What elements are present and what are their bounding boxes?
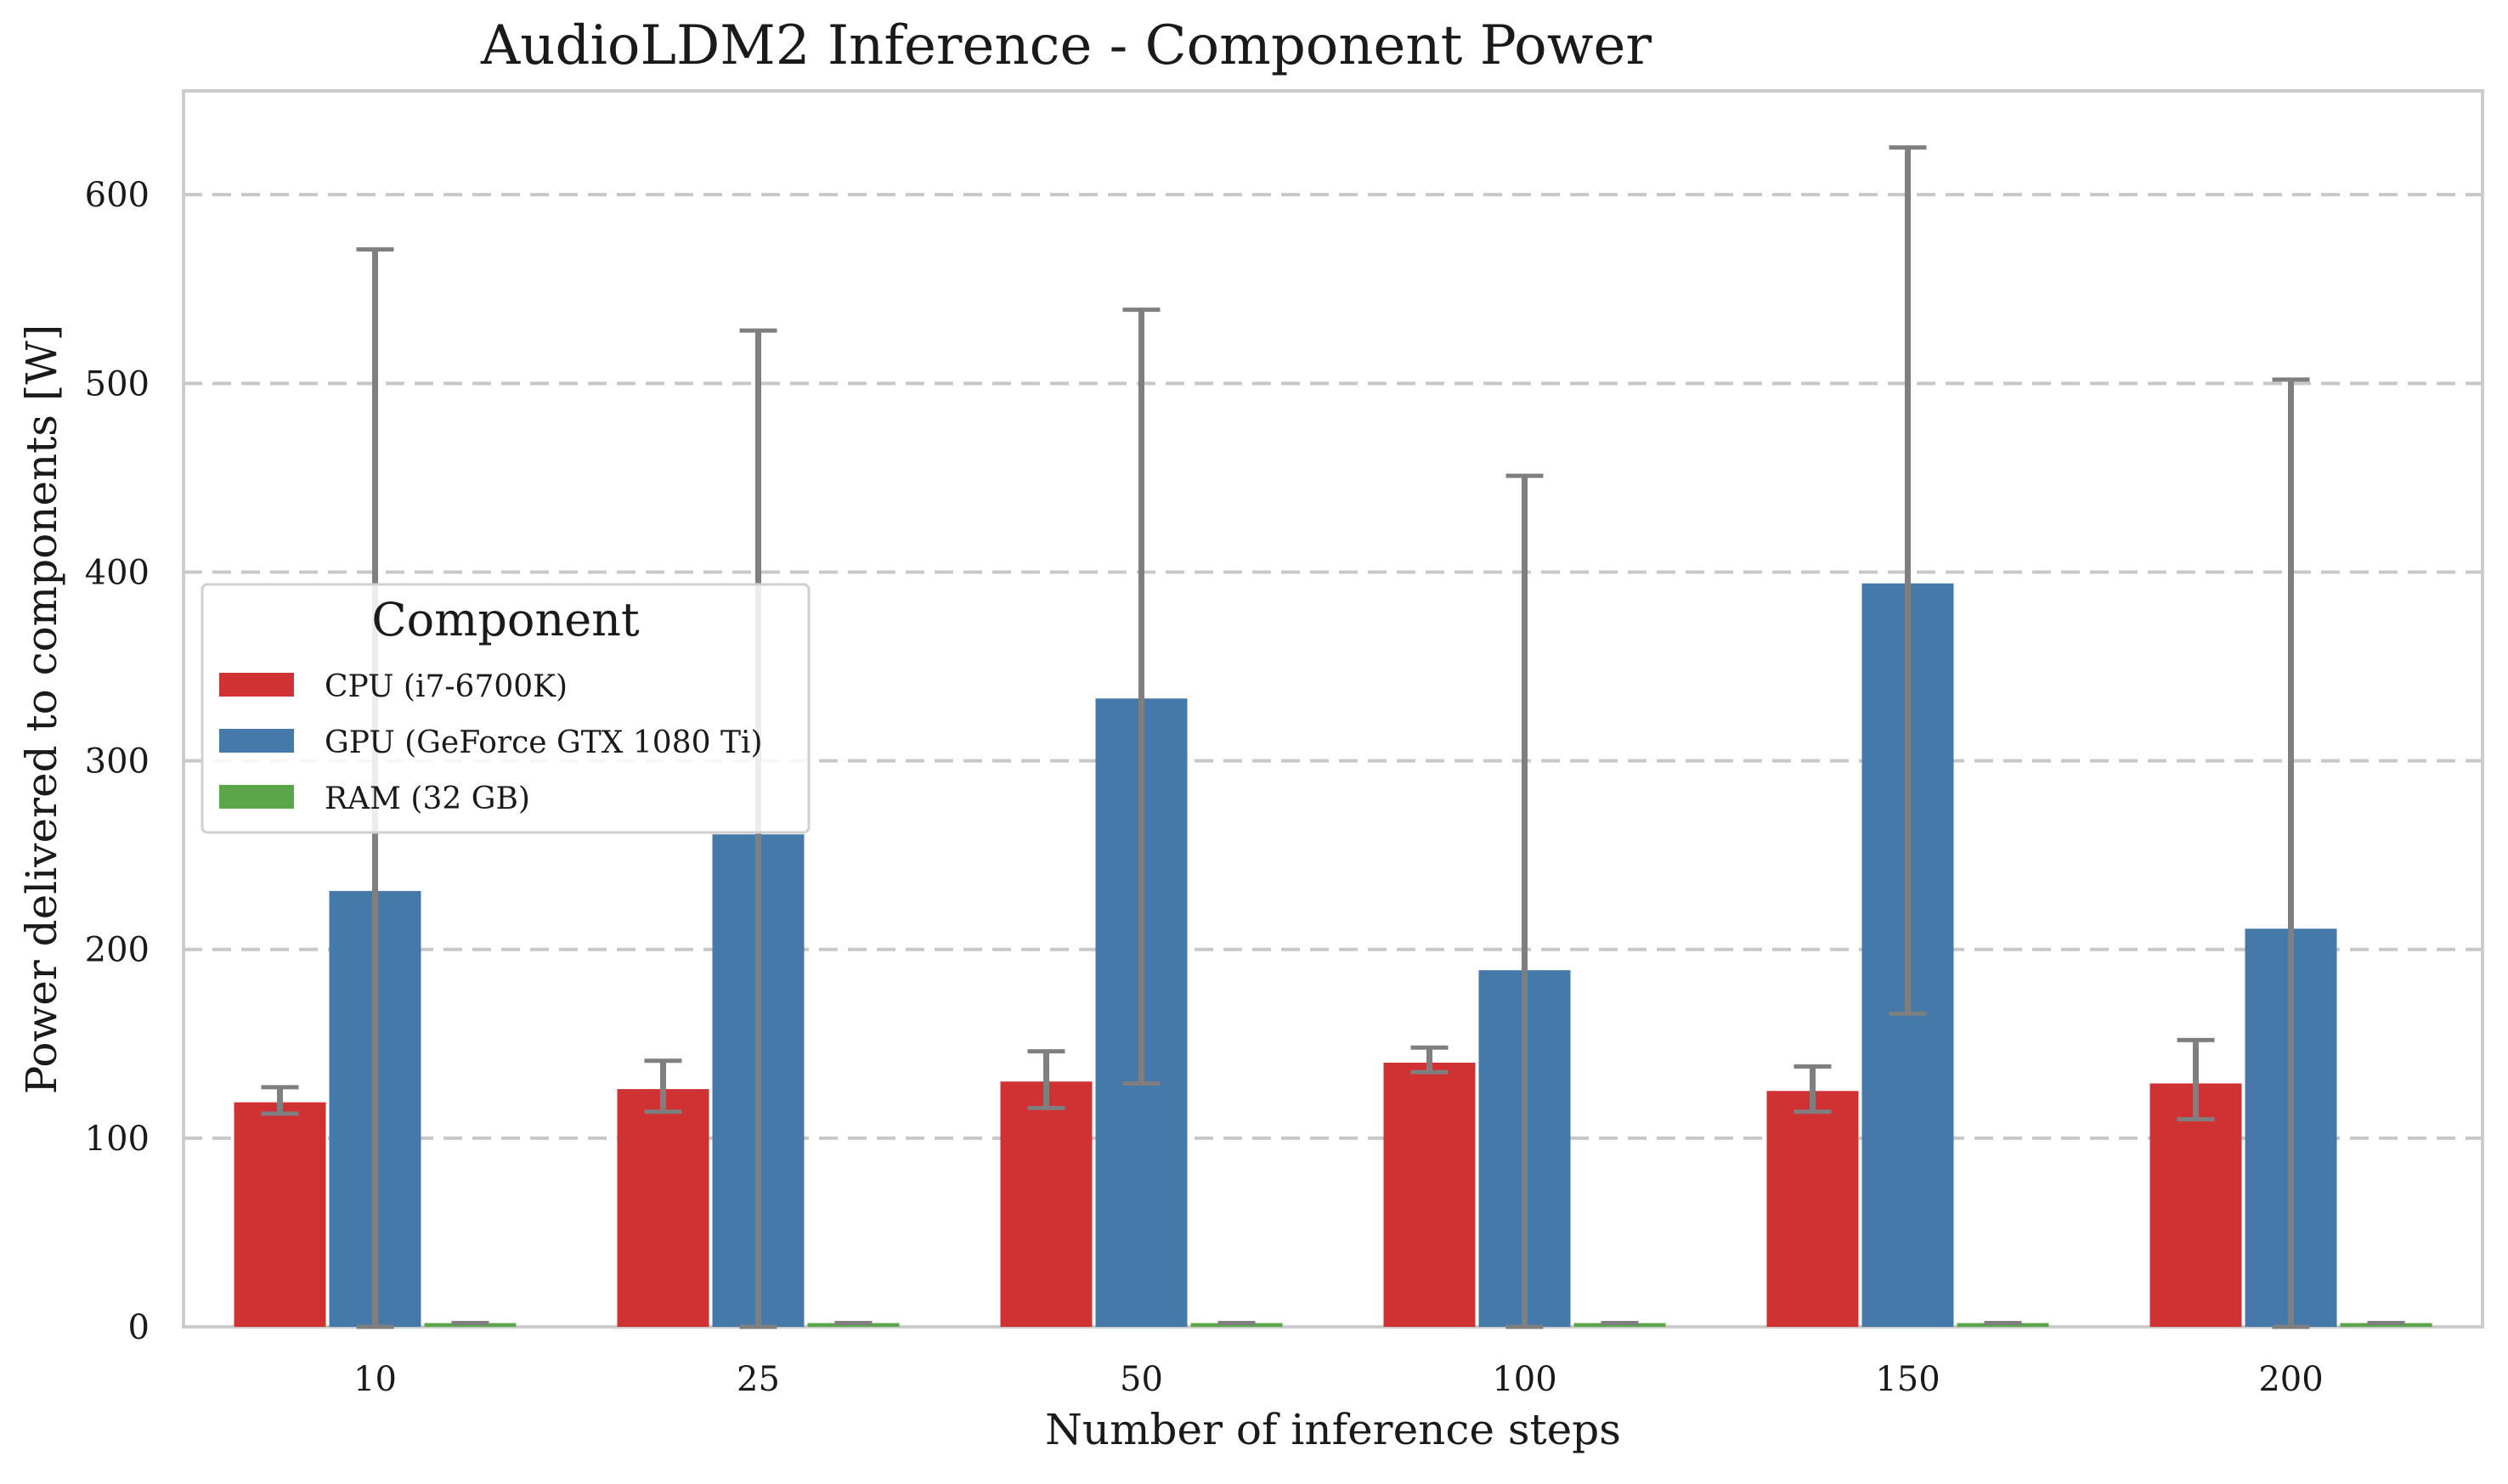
y-tick-label: 500	[85, 364, 150, 403]
y-axis-label: Power delivered to components [W]	[17, 324, 66, 1094]
x-tick-label: 50	[1120, 1360, 1163, 1399]
legend-label-ram: RAM (32 GB)	[325, 781, 530, 816]
x-axis-label: Number of inference steps	[1045, 1405, 1621, 1454]
x-tick-label: 200	[2258, 1360, 2323, 1399]
y-tick-labels: 0 100 200 300 400 500 600	[85, 176, 150, 1347]
bar-cpu	[2149, 1083, 2242, 1327]
bar-cpu	[1383, 1063, 1476, 1327]
x-tick-labels: 10 25 50 100 150 200	[353, 1360, 2324, 1399]
x-tick-label: 100	[1492, 1360, 1556, 1399]
legend-swatch-ram	[219, 785, 294, 809]
plot-frame	[182, 89, 2484, 1329]
legend-title: Component	[371, 593, 640, 646]
bars	[234, 583, 2432, 1327]
bar-cpu	[1766, 1091, 1859, 1327]
y-tick-label: 0	[128, 1308, 150, 1347]
y-tick-label: 400	[85, 553, 150, 592]
grid-lines	[184, 193, 2483, 1140]
x-tick-label: 150	[1875, 1360, 1940, 1399]
legend: Component CPU (i7-6700K) GPU (GeForce GT…	[201, 583, 811, 834]
bar-cpu	[234, 1102, 326, 1327]
legend-label-gpu: GPU (GeForce GTX 1080 Ti)	[325, 725, 763, 760]
x-tick-label: 25	[737, 1360, 780, 1399]
legend-label-cpu: CPU (i7-6700K)	[325, 669, 568, 704]
y-tick-label: 600	[85, 176, 150, 215]
y-tick-label: 300	[85, 742, 150, 781]
legend-box	[201, 583, 811, 834]
legend-swatch-gpu	[219, 729, 294, 753]
legend-swatch-cpu	[219, 673, 294, 697]
bar-cpu	[1000, 1081, 1093, 1327]
y-tick-label: 200	[85, 931, 150, 970]
bar-cpu	[617, 1089, 709, 1327]
x-tick-label: 10	[353, 1360, 397, 1399]
chart-title: AudioLDM2 Inference - Component Power	[480, 14, 1652, 77]
y-tick-label: 100	[85, 1120, 150, 1159]
